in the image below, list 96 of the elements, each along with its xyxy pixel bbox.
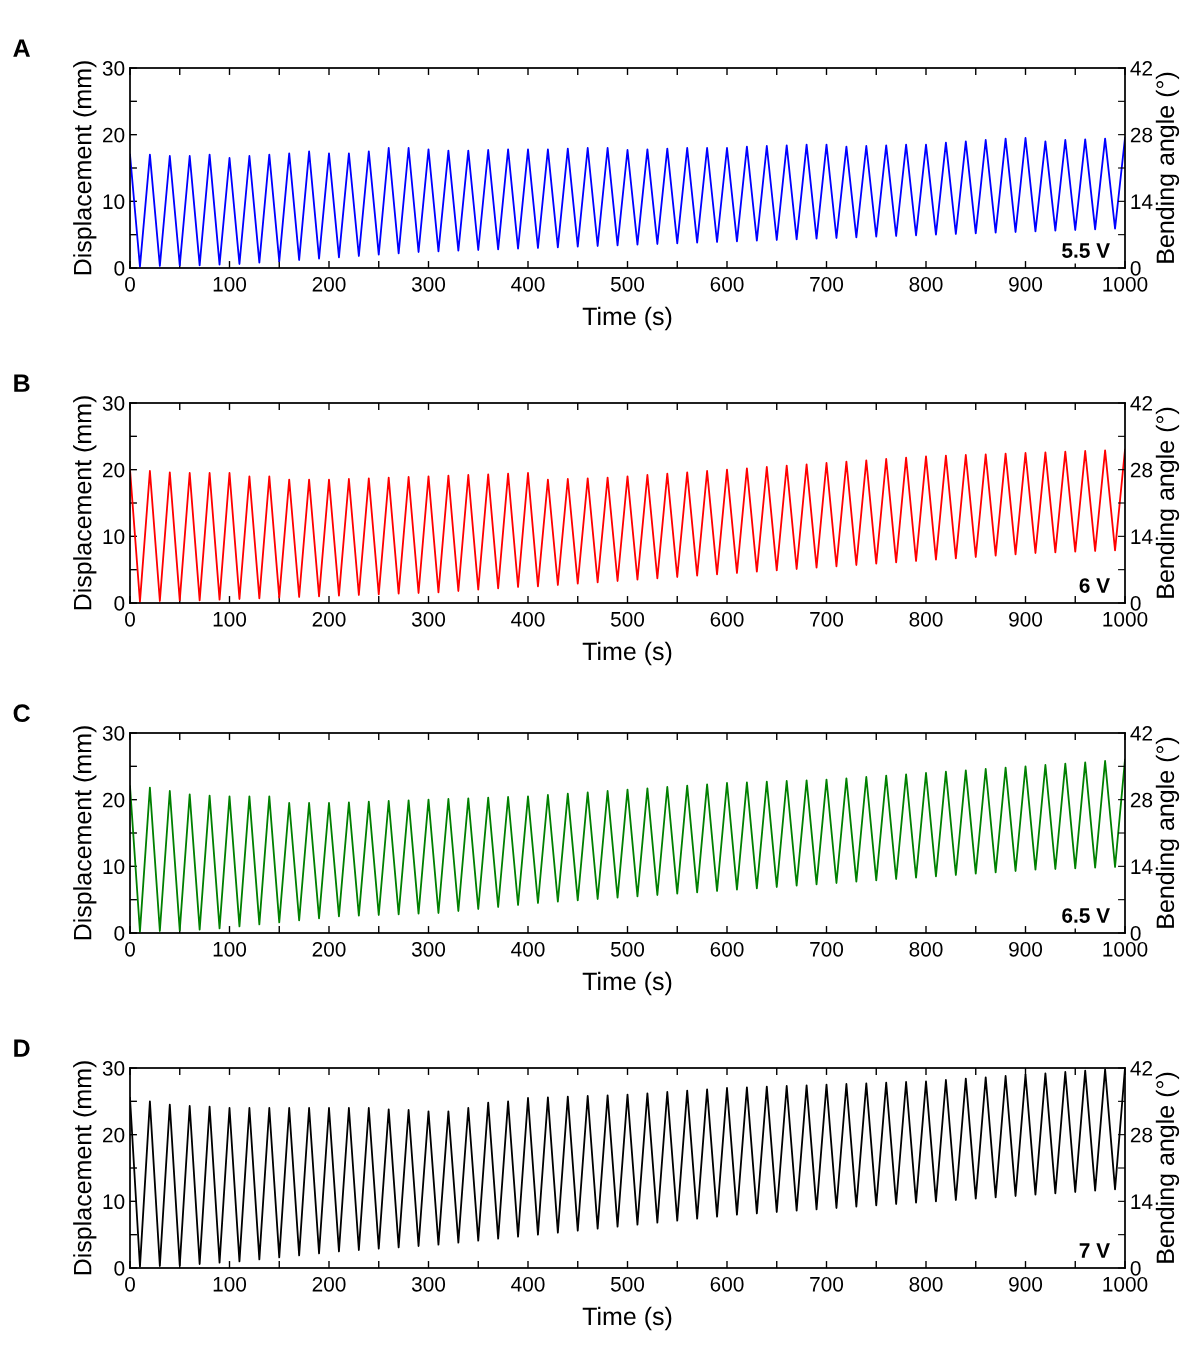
x-tick-label: 0	[125, 276, 135, 292]
y-tick-label: 20	[103, 792, 125, 808]
annotation: 5.5 V	[1062, 243, 1110, 258]
y2-tick-label: 28	[1130, 792, 1153, 808]
annotation: 6.5 V	[1062, 908, 1110, 923]
y2-tick-label: 14	[1131, 1194, 1153, 1209]
x-tick-label: 300	[411, 1276, 446, 1292]
x-tick-label: 200	[312, 941, 346, 957]
y-tick-label: 10	[103, 859, 125, 875]
x-tick-label: 400	[511, 276, 545, 292]
y-tick-label: 10	[103, 1194, 125, 1210]
y2-tick-label: 28	[1130, 1127, 1153, 1143]
y-axis-title: Displacement (mm)	[73, 726, 97, 940]
y2-tick-label: 42	[1130, 726, 1152, 741]
y2-tick-label: 42	[1130, 1061, 1152, 1076]
x-tick-label: 400	[511, 1276, 545, 1292]
y2-tick-label: 0	[1130, 261, 1141, 276]
x-tick-label: 700	[810, 611, 844, 627]
y-tick-label: 20	[103, 462, 125, 478]
x-tick-label: 200	[312, 611, 346, 627]
x-tick-label: 1000	[1103, 1276, 1148, 1292]
chart-title: D	[14, 1039, 30, 1057]
x-tick-label: 1000	[1103, 941, 1148, 957]
y2-tick-label: 14	[1131, 859, 1153, 874]
y2-tick-label: 0	[1130, 926, 1141, 941]
x-tick-label: 600	[710, 941, 744, 957]
x-tick-label: 600	[710, 276, 744, 292]
x-tick-label: 500	[610, 1276, 645, 1292]
y-tick-label: 20	[103, 127, 125, 143]
y2-axis-title: Bending angle (°)	[1155, 737, 1180, 928]
y-tick-label: 30	[102, 61, 125, 76]
x-tick-label: 100	[213, 941, 247, 957]
x-tick-label: 800	[909, 276, 943, 292]
x-tick-label: 600	[710, 611, 744, 627]
y2-tick-label: 28	[1130, 462, 1153, 478]
y2-axis-title: Bending angle (°)	[1155, 407, 1180, 598]
x-tick-label: 0	[125, 1276, 135, 1292]
x-tick-label: 1000	[1103, 611, 1148, 627]
x-tick-label: 100	[213, 1276, 247, 1292]
y-tick-label: 20	[103, 1127, 125, 1143]
x-tick-label: 200	[312, 1276, 346, 1292]
x-tick-label: 500	[610, 611, 645, 627]
x-tick-label: 400	[511, 611, 545, 627]
y2-tick-label: 14	[1131, 529, 1153, 544]
annotation: 7 V	[1079, 1243, 1110, 1258]
x-tick-label: 900	[1009, 611, 1043, 627]
x-tick-label: 600	[710, 1276, 744, 1292]
x-tick-label: 500	[610, 941, 645, 957]
y2-tick-label: 0	[1130, 596, 1141, 611]
y-tick-label: 0	[114, 926, 125, 941]
y-tick-label: 10	[103, 529, 125, 545]
y-tick-label: 0	[114, 1261, 125, 1276]
x-tick-label: 700	[810, 941, 844, 957]
x-tick-label: 1000	[1103, 276, 1148, 292]
x-tick-label: 800	[909, 611, 943, 627]
y-axis-title: Displacement (mm)	[73, 61, 97, 275]
x-tick-label: 400	[511, 941, 545, 957]
chart-title: C	[13, 704, 30, 723]
y2-tick-label: 0	[1130, 1261, 1141, 1276]
x-tick-label: 300	[411, 276, 446, 292]
x-axis-title: Time (s)	[582, 1306, 672, 1331]
x-axis-title: Time (s)	[582, 971, 672, 996]
y-tick-label: 30	[102, 726, 125, 741]
chart-title: A	[13, 39, 30, 57]
y2-tick-label: 14	[1131, 194, 1153, 209]
x-tick-label: 500	[610, 276, 645, 292]
x-tick-label: 700	[810, 276, 844, 292]
y-tick-label: 10	[103, 194, 125, 210]
x-tick-label: 0	[125, 941, 135, 957]
x-tick-label: 200	[312, 276, 346, 292]
x-axis-title: Time (s)	[582, 306, 672, 331]
y-tick-label: 0	[114, 261, 125, 276]
y-axis-title: Displacement (mm)	[73, 1061, 97, 1275]
x-tick-label: 700	[810, 1276, 844, 1292]
y-axis-title: Displacement (mm)	[73, 396, 97, 610]
y2-tick-label: 42	[1130, 61, 1152, 76]
annotation: 6 V	[1079, 578, 1110, 593]
y-tick-label: 0	[114, 596, 125, 611]
x-tick-label: 300	[411, 611, 446, 627]
x-tick-label: 900	[1009, 276, 1043, 292]
y-tick-label: 30	[102, 396, 125, 411]
x-tick-label: 900	[1009, 1276, 1043, 1292]
x-axis-title: Time (s)	[582, 641, 672, 666]
x-tick-label: 300	[411, 941, 446, 957]
y2-axis-title: Bending angle (°)	[1155, 72, 1180, 263]
y2-tick-label: 28	[1130, 127, 1153, 143]
x-tick-label: 900	[1009, 941, 1043, 957]
y-tick-label: 30	[102, 1061, 125, 1076]
x-tick-label: 100	[213, 611, 247, 627]
x-tick-label: 100	[213, 276, 247, 292]
y2-tick-label: 42	[1130, 396, 1152, 411]
x-tick-label: 800	[909, 1276, 943, 1292]
x-tick-label: 800	[909, 941, 943, 957]
x-tick-label: 0	[125, 611, 135, 627]
y2-axis-title: Bending angle (°)	[1155, 1072, 1180, 1263]
chart-title: B	[14, 374, 30, 392]
